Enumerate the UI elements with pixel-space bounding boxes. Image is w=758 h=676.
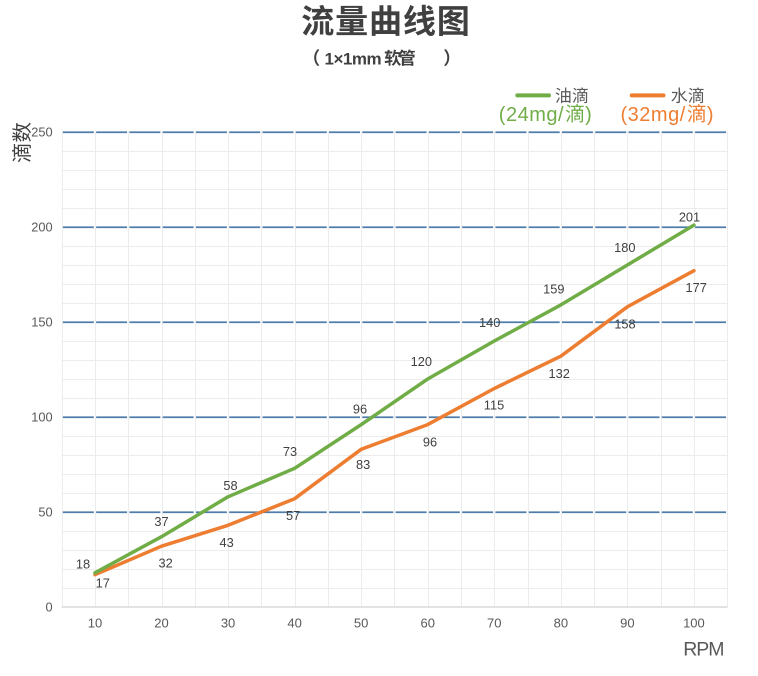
svg-text:96: 96 (353, 401, 367, 416)
svg-text:0: 0 (45, 599, 52, 614)
svg-text:120: 120 (411, 354, 432, 369)
svg-text:90: 90 (620, 616, 634, 631)
svg-text:): ) (707, 104, 714, 126)
svg-text:200: 200 (31, 219, 52, 234)
svg-text:250: 250 (31, 124, 52, 139)
svg-text:RPM: RPM (683, 638, 723, 660)
svg-text:201: 201 (679, 210, 700, 225)
svg-text:50: 50 (354, 616, 368, 631)
svg-text:32: 32 (158, 556, 172, 571)
svg-text:18: 18 (76, 557, 90, 572)
svg-text:177: 177 (686, 280, 707, 295)
svg-text:100: 100 (683, 616, 705, 631)
svg-text:20: 20 (154, 616, 168, 631)
svg-text:100: 100 (31, 409, 52, 424)
svg-text:10: 10 (88, 616, 102, 631)
svg-text:140: 140 (479, 315, 500, 330)
svg-text:70: 70 (487, 616, 501, 631)
svg-text:83: 83 (356, 457, 370, 472)
svg-text:132: 132 (549, 366, 570, 381)
svg-text:73: 73 (283, 444, 297, 459)
svg-text:150: 150 (31, 314, 52, 329)
svg-text:17: 17 (96, 576, 110, 591)
svg-text:40: 40 (287, 616, 301, 631)
svg-text:(24mg/: (24mg/ (499, 104, 564, 126)
svg-text:58: 58 (223, 478, 237, 493)
svg-text:43: 43 (219, 535, 233, 550)
svg-text:57: 57 (286, 508, 300, 523)
svg-text:): ) (585, 104, 592, 126)
svg-text:37: 37 (154, 514, 168, 529)
svg-text:60: 60 (420, 616, 434, 631)
svg-text:180: 180 (614, 240, 635, 255)
svg-text:158: 158 (614, 316, 635, 331)
svg-text:50: 50 (38, 504, 52, 519)
svg-text:159: 159 (543, 282, 564, 297)
svg-text:30: 30 (221, 616, 235, 631)
svg-text:115: 115 (484, 397, 504, 412)
svg-text:80: 80 (554, 616, 568, 631)
svg-text:(32mg/: (32mg/ (621, 104, 686, 126)
svg-text:1×1mm: 1×1mm (325, 49, 382, 68)
svg-text:96: 96 (423, 434, 437, 449)
